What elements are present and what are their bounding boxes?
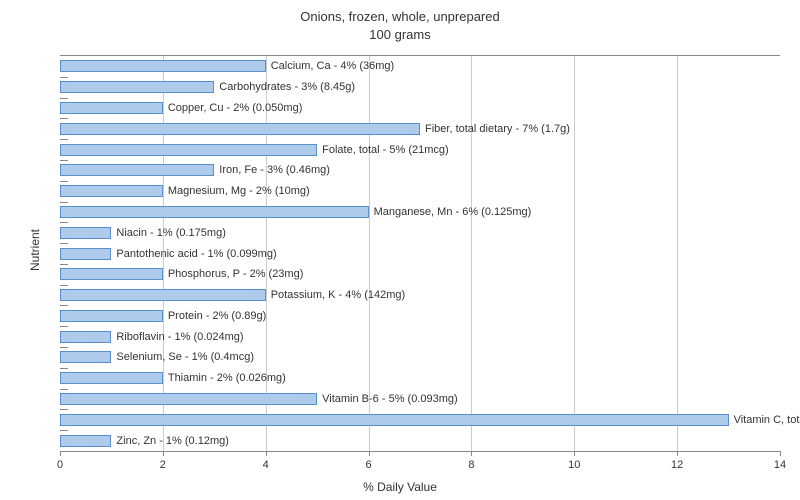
x-tick-label: 0	[57, 459, 63, 471]
bar-label: Manganese, Mn - 6% (0.125mg)	[374, 206, 532, 218]
category-divider	[60, 389, 68, 390]
bar-label: Iron, Fe - 3% (0.46mg)	[219, 164, 330, 176]
bar-label: Folate, total - 5% (21mcg)	[322, 144, 449, 156]
bar: Protein - 2% (0.89g)	[60, 310, 163, 322]
bar: Iron, Fe - 3% (0.46mg)	[60, 164, 214, 176]
bar: Magnesium, Mg - 2% (10mg)	[60, 185, 163, 197]
category-divider	[60, 139, 68, 140]
bar-label: Selenium, Se - 1% (0.4mcg)	[116, 351, 254, 363]
bar-label: Niacin - 1% (0.175mg)	[116, 227, 225, 239]
bar-label: Fiber, total dietary - 7% (1.7g)	[425, 123, 570, 135]
x-tick-label: 4	[263, 459, 269, 471]
chart-title-line2: 100 grams	[0, 26, 800, 44]
category-divider	[60, 264, 68, 265]
x-tick-label: 10	[568, 459, 580, 471]
category-divider	[60, 409, 68, 410]
category-divider	[60, 326, 68, 327]
bar: Zinc, Zn - 1% (0.12mg)	[60, 435, 111, 447]
bar: Phosphorus, P - 2% (23mg)	[60, 268, 163, 280]
x-tick-label: 12	[671, 459, 683, 471]
category-divider	[60, 285, 68, 286]
x-tick	[266, 451, 267, 456]
bar-label: Vitamin C, total ascorbic acid - 13% (8.…	[734, 414, 800, 426]
bar: Vitamin C, total ascorbic acid - 13% (8.…	[60, 414, 729, 426]
chart-title: Onions, frozen, whole, unprepared 100 gr…	[0, 0, 800, 44]
bar-label: Carbohydrates - 3% (8.45g)	[219, 81, 355, 93]
category-divider	[60, 347, 68, 348]
gridline	[574, 56, 575, 451]
gridline	[677, 56, 678, 451]
bar-label: Magnesium, Mg - 2% (10mg)	[168, 185, 310, 197]
x-tick-label: 8	[468, 459, 474, 471]
x-tick-label: 2	[160, 459, 166, 471]
category-divider	[60, 202, 68, 203]
bar-label: Zinc, Zn - 1% (0.12mg)	[116, 435, 228, 447]
x-axis-label: % Daily Value	[363, 480, 437, 494]
bar-label: Copper, Cu - 2% (0.050mg)	[168, 102, 303, 114]
x-tick	[574, 451, 575, 456]
bar-label: Calcium, Ca - 4% (36mg)	[271, 60, 394, 72]
gridline	[369, 56, 370, 451]
x-tick	[60, 451, 61, 456]
bar: Folate, total - 5% (21mcg)	[60, 144, 317, 156]
category-divider	[60, 368, 68, 369]
bar: Manganese, Mn - 6% (0.125mg)	[60, 206, 369, 218]
x-tick	[677, 451, 678, 456]
bar: Riboflavin - 1% (0.024mg)	[60, 331, 111, 343]
x-tick	[369, 451, 370, 456]
bar: Pantothenic acid - 1% (0.099mg)	[60, 248, 111, 260]
bar: Calcium, Ca - 4% (36mg)	[60, 60, 266, 72]
bar: Selenium, Se - 1% (0.4mcg)	[60, 351, 111, 363]
gridline	[471, 56, 472, 451]
bar-label: Pantothenic acid - 1% (0.099mg)	[116, 248, 276, 260]
y-axis-label: Nutrient	[28, 229, 42, 271]
chart-title-line1: Onions, frozen, whole, unprepared	[0, 8, 800, 26]
bar: Potassium, K - 4% (142mg)	[60, 289, 266, 301]
bar-label: Vitamin B-6 - 5% (0.093mg)	[322, 393, 458, 405]
category-divider	[60, 118, 68, 119]
category-divider	[60, 160, 68, 161]
bar: Thiamin - 2% (0.026mg)	[60, 372, 163, 384]
x-tick	[471, 451, 472, 456]
bar: Fiber, total dietary - 7% (1.7g)	[60, 123, 420, 135]
bar-label: Thiamin - 2% (0.026mg)	[168, 372, 286, 384]
bar: Vitamin B-6 - 5% (0.093mg)	[60, 393, 317, 405]
plot-area: 02468101214Calcium, Ca - 4% (36mg)Carboh…	[60, 55, 780, 452]
x-tick-label: 14	[774, 459, 786, 471]
bar: Niacin - 1% (0.175mg)	[60, 227, 111, 239]
bar-label: Riboflavin - 1% (0.024mg)	[116, 331, 243, 343]
bar: Copper, Cu - 2% (0.050mg)	[60, 102, 163, 114]
category-divider	[60, 430, 68, 431]
category-divider	[60, 222, 68, 223]
bar: Carbohydrates - 3% (8.45g)	[60, 81, 214, 93]
bar-label: Potassium, K - 4% (142mg)	[271, 289, 406, 301]
bar-label: Phosphorus, P - 2% (23mg)	[168, 268, 304, 280]
category-divider	[60, 181, 68, 182]
category-divider	[60, 77, 68, 78]
x-tick	[163, 451, 164, 456]
category-divider	[60, 98, 68, 99]
category-divider	[60, 243, 68, 244]
category-divider	[60, 305, 68, 306]
bar-label: Protein - 2% (0.89g)	[168, 310, 266, 322]
x-tick-label: 6	[366, 459, 372, 471]
x-tick	[780, 451, 781, 456]
nutrient-chart: Onions, frozen, whole, unprepared 100 gr…	[0, 0, 800, 500]
